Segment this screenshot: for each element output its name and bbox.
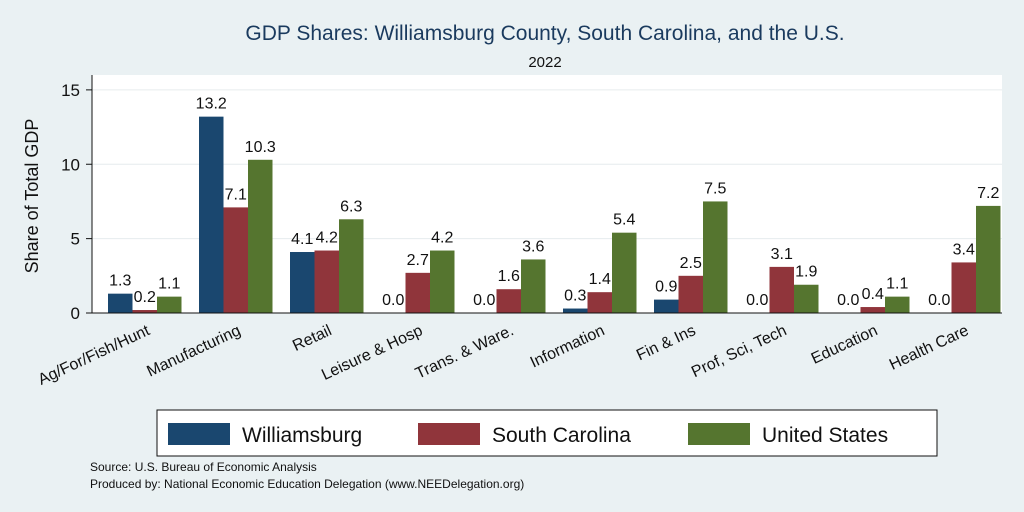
data-label-fin-ins-williamsburg: 0.9 (655, 279, 677, 296)
bar-information-united-states (612, 232, 637, 313)
category-label-fin-ins: Fin & Ins (634, 322, 698, 364)
y-axis-label: Share of Total GDP (22, 119, 42, 274)
bar-education-south-carolina (860, 307, 885, 313)
data-label-health-care-united-states: 7.2 (977, 185, 999, 202)
category-label-retail: Retail (290, 322, 334, 355)
bar-leisure-hosp-south-carolina (405, 272, 430, 313)
bar-fin-ins-south-carolina (678, 275, 703, 313)
data-label-trans-ware-united-states: 3.6 (522, 238, 544, 255)
bar-retail-south-carolina (314, 250, 339, 313)
legend-swatch-united-states (688, 423, 750, 445)
y-axis: 0 5 10 15 (61, 75, 93, 323)
bar-fin-ins-united-states (703, 201, 728, 313)
category-label-manufacturing: Manufacturing (144, 322, 243, 380)
data-label-prof-sci-tech-south-carolina: 3.1 (771, 246, 793, 263)
legend-label-williamsburg: Williamsburg (242, 424, 362, 447)
legend-swatch-williamsburg (168, 423, 230, 445)
data-label-leisure-hosp-south-carolina: 2.7 (407, 252, 429, 269)
data-label-ag-for-fish-hunt-south-carolina: 0.2 (134, 289, 156, 306)
data-label-fin-ins-south-carolina: 2.5 (680, 255, 702, 272)
bar-prof-sci-tech-south-carolina (769, 266, 794, 313)
bar-retail-williamsburg (290, 252, 315, 313)
legend-label-south-carolina: South Carolina (492, 424, 631, 447)
chart-title: GDP Shares: Williamsburg County, South C… (245, 22, 844, 45)
bar-retail-united-states (339, 219, 364, 313)
legend: Williamsburg South Carolina United States (156, 409, 938, 457)
data-label-ag-for-fish-hunt-williamsburg: 1.3 (109, 273, 131, 290)
bar-leisure-hosp-united-states (430, 250, 455, 313)
data-label-prof-sci-tech-united-states: 1.9 (795, 264, 817, 281)
y-tick-label: 0 (71, 304, 80, 323)
data-label-information-williamsburg: 0.3 (564, 288, 586, 305)
data-label-leisure-hosp-united-states: 4.2 (431, 230, 453, 247)
bar-trans-ware-south-carolina (496, 289, 521, 313)
data-label-retail-united-states: 6.3 (340, 198, 362, 215)
bar-ag-for-fish-hunt-south-carolina (132, 310, 157, 313)
category-label-trans-ware: Trans. & Ware. (413, 322, 517, 382)
data-label-information-south-carolina: 1.4 (589, 271, 611, 288)
bar-health-care-south-carolina (951, 262, 976, 313)
data-label-information-united-states: 5.4 (613, 212, 635, 229)
data-label-education-united-states: 1.1 (886, 276, 908, 293)
source-line: Source: U.S. Bureau of Economic Analysis (90, 460, 317, 474)
data-label-education-williamsburg: 0.0 (837, 292, 859, 309)
data-label-health-care-south-carolina: 3.4 (953, 241, 975, 258)
producer-line: Produced by: National Economic Education… (90, 477, 524, 491)
data-label-leisure-hosp-williamsburg: 0.0 (382, 292, 404, 309)
bar-trans-ware-united-states (521, 259, 546, 313)
y-tick-label: 5 (71, 230, 80, 249)
legend-label-united-states: United States (762, 424, 888, 447)
y-tick-label: 10 (61, 155, 80, 174)
data-label-trans-ware-williamsburg: 0.0 (473, 292, 495, 309)
bar-manufacturing-williamsburg (199, 116, 224, 314)
data-labels: 1.30.21.113.27.110.34.1 4.26.30.02.74.20.… (109, 96, 999, 309)
data-label-education-south-carolina: 0.4 (862, 286, 884, 303)
category-label-ag-for-fish-hunt: Ag/For/Fish/Hunt (36, 322, 153, 389)
category-label-leisure-hosp: Leisure & Hosp (319, 322, 425, 384)
bars (108, 116, 1001, 314)
data-label-fin-ins-united-states: 7.5 (704, 180, 726, 197)
data-label-manufacturing-south-carolina: 7.1 (225, 186, 247, 203)
data-label-manufacturing-united-states: 10.3 (245, 139, 276, 156)
category-label-education: Education (809, 322, 881, 367)
legend-swatch-south-carolina (418, 423, 480, 445)
data-label-retail-williamsburg: 4.1 (291, 231, 313, 248)
bar-ag-for-fish-hunt-williamsburg (108, 293, 133, 313)
data-label-ag-for-fish-hunt-united-states: 1.1 (158, 276, 180, 293)
bar-manufacturing-south-carolina (223, 207, 248, 313)
bar-information-south-carolina (587, 292, 612, 313)
bar-information-williamsburg (563, 308, 588, 313)
bar-prof-sci-tech-united-states (794, 284, 819, 313)
bar-education-united-states (885, 296, 910, 313)
legend-box (156, 409, 938, 457)
data-label-manufacturing-williamsburg: 13.2 (196, 96, 227, 113)
bar-health-care-united-states (976, 205, 1001, 313)
category-label-prof-sci-tech: Prof, Sci, Tech (689, 322, 789, 381)
chart-subtitle: 2022 (528, 54, 561, 71)
category-label-health-care: Health Care (887, 322, 972, 374)
data-label-trans-ware-south-carolina: 1.6 (498, 268, 520, 285)
data-label-retail-south-carolina: 4.2 (316, 230, 338, 247)
data-label-health-care-williamsburg: 0.0 (928, 292, 950, 309)
data-label-prof-sci-tech-williamsburg: 0.0 (746, 292, 768, 309)
y-tick-label: 15 (61, 81, 80, 100)
category-label-information: Information (528, 322, 608, 371)
bar-manufacturing-united-states (248, 159, 273, 313)
bar-fin-ins-williamsburg (654, 299, 679, 313)
bar-ag-for-fish-hunt-united-states (157, 296, 182, 313)
